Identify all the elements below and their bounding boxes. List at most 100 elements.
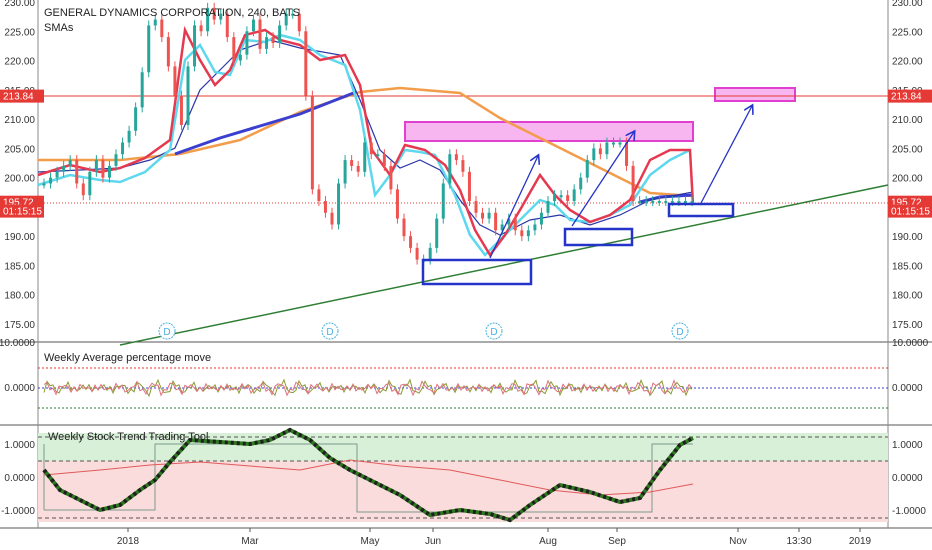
y-tick-right: 230.00 bbox=[892, 0, 923, 9]
candle-body bbox=[644, 201, 648, 204]
y-tick-left: 205.00 bbox=[4, 144, 35, 155]
trend-line bbox=[119, 184, 889, 346]
candle-body bbox=[651, 201, 655, 204]
candle-body bbox=[304, 31, 308, 96]
candle-body bbox=[186, 66, 190, 125]
y-tick-right: 180.00 bbox=[892, 291, 923, 302]
indicator-label: SMAs bbox=[44, 22, 74, 34]
svg-text:D: D bbox=[490, 327, 497, 338]
candle-body bbox=[271, 37, 275, 43]
y-tick-left: 230.00 bbox=[4, 0, 35, 9]
svg-text:D: D bbox=[163, 327, 170, 338]
candle-body bbox=[585, 160, 589, 178]
svg-text:-1.0000: -1.0000 bbox=[892, 506, 926, 517]
candle-body bbox=[173, 66, 177, 96]
dividend-marker bbox=[671, 322, 689, 340]
x-tick: 13:30 bbox=[786, 536, 811, 547]
candle-body bbox=[382, 154, 386, 166]
svg-text:0.0000: 0.0000 bbox=[892, 383, 923, 394]
candle-body bbox=[101, 160, 105, 178]
y-tick-left: 200.00 bbox=[4, 174, 35, 185]
candle-body bbox=[376, 154, 380, 157]
candle-body bbox=[435, 218, 439, 248]
price-label: 195.72 bbox=[891, 198, 922, 209]
candle-body bbox=[579, 177, 583, 190]
candle-body bbox=[81, 183, 85, 196]
candle-body bbox=[572, 189, 576, 202]
panel2-title: Weekly Average percentage move bbox=[44, 352, 212, 364]
y-tick-right: 185.00 bbox=[892, 261, 923, 272]
candle-body bbox=[199, 25, 203, 32]
candle-body bbox=[147, 25, 151, 73]
price-label-bg bbox=[0, 89, 44, 103]
candle-body bbox=[683, 201, 687, 204]
chart-title: GENERAL DYNAMICS CORPORATION, 240, BATS bbox=[44, 7, 300, 19]
candle-body bbox=[402, 218, 406, 237]
candle-body bbox=[265, 37, 269, 49]
y-tick-right: 220.00 bbox=[892, 57, 923, 68]
candle-body bbox=[206, 7, 210, 32]
resistance-zone bbox=[404, 121, 694, 142]
price-label-bg bbox=[0, 204, 44, 218]
candle-body bbox=[121, 142, 125, 155]
y-tick-right: 205.00 bbox=[892, 144, 923, 155]
price-label: 213.84 bbox=[891, 92, 922, 103]
candle-body bbox=[670, 201, 674, 204]
candle-body bbox=[605, 142, 609, 155]
arrow-2 bbox=[571, 132, 634, 227]
price-label-bg bbox=[888, 204, 932, 218]
y-tick-left: 225.00 bbox=[4, 27, 35, 38]
candle-body bbox=[140, 72, 144, 108]
candle-body bbox=[238, 54, 242, 61]
candle-body bbox=[454, 154, 458, 161]
svg-text:1.0000: 1.0000 bbox=[892, 440, 923, 451]
sma-cyan bbox=[37, 33, 691, 257]
x-tick: Sep bbox=[608, 536, 626, 547]
candle-body bbox=[664, 201, 668, 204]
target-zone bbox=[714, 87, 796, 102]
candle-body bbox=[409, 236, 413, 248]
y-tick-right: 200.00 bbox=[892, 174, 923, 185]
candle-body bbox=[415, 247, 419, 260]
dividend-marker bbox=[321, 322, 339, 340]
sma-blue-thick bbox=[174, 90, 357, 156]
x-tick: Mar bbox=[241, 536, 259, 547]
candle-body bbox=[323, 201, 327, 213]
candle-body bbox=[166, 37, 170, 67]
y-tick-right: 210.00 bbox=[892, 115, 923, 126]
candle-body bbox=[94, 160, 98, 172]
y-tick-left: 180.00 bbox=[4, 291, 35, 302]
candle-body bbox=[55, 171, 59, 178]
y-tick-left: 175.00 bbox=[4, 320, 35, 331]
candle-body bbox=[428, 247, 432, 260]
candle-body bbox=[212, 7, 216, 20]
y-tick-left: 220.00 bbox=[4, 57, 35, 68]
svg-text:D: D bbox=[676, 327, 683, 338]
candle-body bbox=[657, 201, 661, 204]
candle-body bbox=[134, 107, 138, 131]
candle-body bbox=[395, 189, 399, 219]
candle-body bbox=[598, 148, 602, 155]
candle-body bbox=[62, 165, 66, 172]
candle-body bbox=[350, 160, 354, 166]
candle-body bbox=[533, 224, 537, 231]
candle-body bbox=[232, 37, 236, 61]
candle-body bbox=[467, 171, 471, 202]
candle-body bbox=[539, 212, 543, 225]
candle-body bbox=[611, 142, 615, 145]
price-label-bg bbox=[888, 89, 932, 103]
candle-body bbox=[474, 201, 478, 213]
y-tick-left: 210.00 bbox=[4, 115, 35, 126]
candle-body bbox=[592, 148, 596, 161]
candle-body bbox=[618, 142, 622, 145]
candle-body bbox=[49, 177, 53, 184]
candle-body bbox=[317, 189, 321, 202]
svg-text:1.0000: 1.0000 bbox=[4, 440, 35, 451]
svg-text:0.0000: 0.0000 bbox=[892, 473, 923, 484]
x-tick: 2018 bbox=[117, 536, 140, 547]
candle-body bbox=[258, 19, 262, 49]
candle-body bbox=[507, 218, 511, 225]
candle-body bbox=[219, 13, 223, 20]
candle-body bbox=[153, 19, 157, 26]
